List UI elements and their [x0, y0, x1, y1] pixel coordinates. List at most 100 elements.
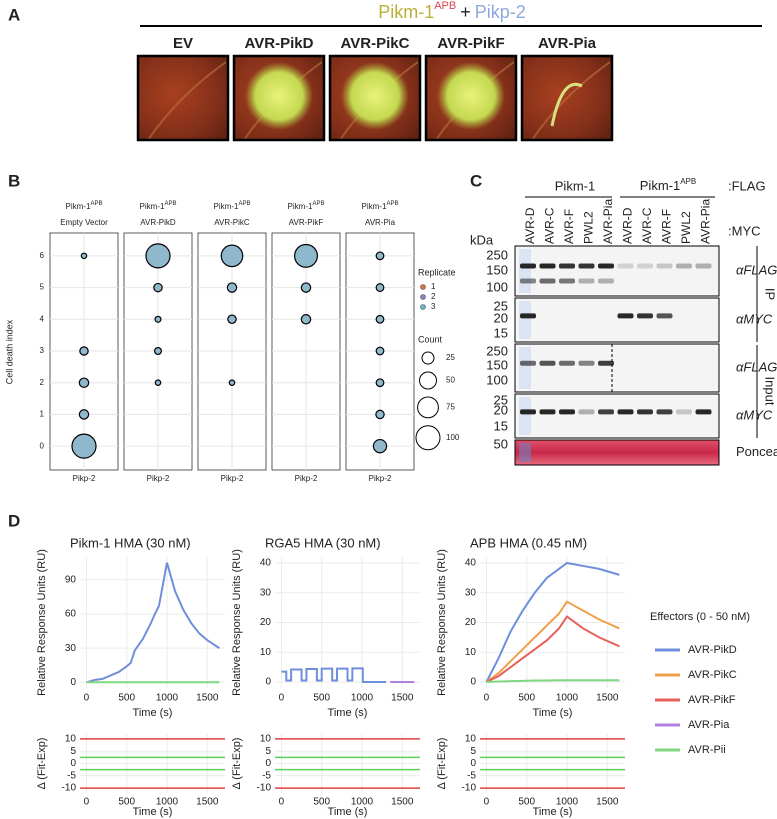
count-circle [145, 243, 171, 269]
x-tick-label: 500 [518, 797, 535, 808]
x-tick-label: 1500 [596, 693, 619, 704]
y-tick-label: -10 [462, 783, 477, 794]
band [578, 409, 595, 415]
facet-subtitle: AVR-PikF [289, 218, 324, 227]
band [617, 409, 634, 415]
y-axis-title: Cell death index [4, 319, 14, 384]
facet-subtitle: AVR-PikC [214, 218, 250, 227]
legend-label: AVR-PikF [688, 694, 736, 706]
band [676, 409, 692, 415]
series-line [281, 667, 387, 684]
count-circle [372, 438, 388, 454]
mw-marker: 100 [486, 279, 508, 294]
x-tick-label: 0 [279, 693, 285, 704]
facet-subtitle: AVR-PikD [140, 218, 176, 227]
y-axis-title: Relative Response Units (RU) [36, 549, 48, 696]
legend-label: 3 [431, 302, 436, 311]
legend-size [421, 351, 435, 365]
count-circle [154, 347, 162, 355]
x-tick-label: 0 [84, 797, 90, 808]
legend-label: 100 [446, 433, 460, 442]
mw-marker: 250 [486, 343, 508, 358]
y-tick-label: 5 [470, 746, 476, 757]
y-tick-label: 30 [465, 587, 477, 598]
band [598, 360, 614, 366]
lane-label: AVR-C [640, 207, 654, 244]
x-axis-label: Pikp-2 [221, 474, 244, 483]
lane-label: PWL2 [582, 211, 596, 244]
x-tick-label: 500 [118, 693, 135, 704]
antibody-label: αFLAG [736, 262, 777, 277]
band [676, 263, 692, 269]
x-axis-title: Time (s) [133, 707, 173, 719]
panel-label: C [470, 171, 482, 190]
band [539, 278, 556, 284]
band [559, 360, 575, 366]
antibody-label: αMYC [736, 407, 773, 422]
legend-title: Effectors (0 - 50 nM) [650, 611, 750, 623]
y-tick-label: 10 [465, 734, 477, 745]
antibody-label: αMYC [736, 311, 773, 326]
legend-swatch [420, 304, 426, 310]
count-circle [375, 251, 385, 261]
chart-title: Pikm-1 HMA (30 nM) [70, 535, 191, 550]
y-tick-label: 0 [470, 758, 476, 769]
band [617, 263, 634, 269]
count-circle [375, 409, 385, 420]
band [695, 263, 712, 269]
panel-a-title: Pikm-1APB + Pikp-2 [378, 0, 526, 22]
image-label: AVR-Pia [538, 35, 597, 52]
band [520, 263, 536, 269]
band [539, 360, 556, 366]
y-tick-label: 1 [40, 410, 45, 419]
legend-label: AVR-PikC [688, 669, 737, 681]
lane-label: AVR-C [543, 207, 557, 244]
x-tick-label: 1500 [596, 797, 619, 808]
band [656, 313, 673, 319]
band [637, 263, 653, 269]
facet-subtitle: Empty Vector [60, 218, 108, 227]
y-tick-label: 10 [260, 647, 272, 658]
faint-patch [550, 83, 583, 127]
y-tick-label: -10 [257, 783, 272, 794]
x-tick-label: 1000 [156, 797, 179, 808]
count-circle [80, 252, 88, 260]
chart-title: RGA5 HMA (30 nM) [265, 535, 381, 550]
y-axis-title: Δ (Fit-Exp) [231, 738, 243, 790]
blot [514, 343, 720, 393]
x-tick-label: 1000 [351, 693, 374, 704]
y-tick-label: 40 [260, 558, 272, 569]
x-axis-label: Pikp-2 [73, 474, 96, 483]
mw-marker: 15 [494, 418, 508, 433]
group-label: Pikm-1APB [640, 177, 696, 193]
blot [514, 245, 720, 297]
band [656, 263, 673, 269]
count-circle [375, 378, 385, 388]
chart-title: APB HMA (0.45 nM) [470, 535, 587, 550]
mw-marker: 15 [494, 325, 508, 340]
ladder [519, 301, 531, 339]
lane-label: AVR-Pia [601, 199, 615, 244]
y-tick-label: 6 [40, 251, 45, 260]
y-axis-title: Relative Response Units (RU) [436, 549, 448, 696]
y-tick-label: -5 [467, 770, 476, 781]
legend-size [419, 371, 437, 390]
x-tick-label: 1500 [391, 693, 414, 704]
band [539, 409, 556, 415]
mw-marker: 150 [486, 262, 508, 277]
mw-marker: 25 [494, 392, 508, 407]
count-circle [78, 409, 90, 420]
image-border [232, 54, 326, 142]
panel-label: B [8, 171, 20, 190]
legend-swatch [420, 294, 426, 300]
count-circle [228, 379, 236, 386]
x-tick-label: 500 [518, 693, 535, 704]
y-tick-label: -5 [67, 770, 76, 781]
image-label: EV [173, 35, 193, 52]
band [578, 263, 595, 269]
facet-subtitle: AVR-Pia [365, 218, 396, 227]
band [539, 263, 556, 269]
panel-label: A [8, 5, 20, 24]
y-tick-label: 3 [40, 346, 45, 355]
